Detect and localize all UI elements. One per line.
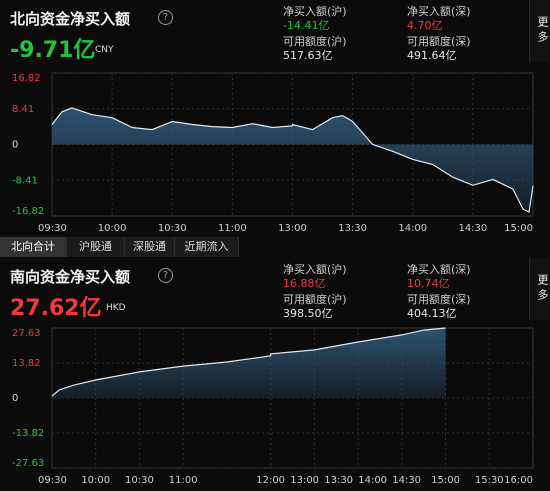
y-tick-label: -8.41	[12, 175, 38, 186]
stat-value: 16.88亿	[283, 277, 326, 290]
y-tick-label: -27.63	[12, 458, 44, 469]
x-tick-label: 14:30	[458, 223, 487, 234]
x-tick-label: 14:30	[392, 475, 421, 486]
stat-label: 可用额度(深)	[407, 35, 471, 48]
help-icon[interactable]: ?	[158, 10, 173, 25]
stat-value: 491.64亿	[407, 49, 457, 62]
stat-value: -14.41亿	[283, 19, 330, 32]
more-button[interactable]: 更多	[529, 0, 550, 62]
area-fill	[52, 328, 446, 398]
x-tick-label: 10:30	[158, 223, 187, 234]
y-tick-label: 0	[12, 140, 18, 151]
x-tick-label: 11:00	[169, 475, 198, 486]
stat-value: 404.13亿	[407, 307, 457, 320]
y-tick-label: -13.82	[12, 428, 44, 439]
chart: 16.82 8.41 0 -8.41 -16.82 09:30 10:00 10:30 11:0…	[12, 72, 534, 234]
x-tick-label: 14:00	[398, 223, 427, 234]
x-tick-label: 10:00	[98, 223, 127, 234]
area-fill	[52, 107, 533, 213]
net-value: 27.62亿	[10, 296, 102, 321]
x-tick-label: 10:30	[125, 475, 154, 486]
x-tick-label: 09:30	[38, 223, 67, 234]
y-tick-label: 13.82	[12, 358, 41, 369]
stat-label: 可用额度(沪)	[283, 293, 347, 306]
y-tick-label: 27.63	[12, 328, 41, 339]
stat-label: 可用额度(深)	[407, 293, 471, 306]
stat-label: 净买入额(深)	[407, 5, 471, 18]
stat-label: 可用额度(沪)	[283, 35, 347, 48]
panel-title: 北向资金净买入额	[10, 10, 131, 28]
x-tick-label: 12:00	[256, 475, 285, 486]
stat-value: 398.50亿	[283, 307, 333, 320]
x-tick-label: 15:00	[431, 475, 460, 486]
y-tick-label: 0	[12, 393, 18, 404]
tab[interactable]: 近期流入	[175, 237, 239, 257]
y-tick-label: 16.82	[12, 73, 41, 84]
stat-value: 4.70亿	[407, 19, 443, 32]
stat-value: 10.74亿	[407, 277, 450, 290]
y-tick-label: -16.82	[12, 206, 44, 217]
stat-label: 净买入额(沪)	[283, 263, 347, 276]
stat-label: 净买入额(深)	[407, 263, 471, 276]
x-tick-label: 13:30	[338, 223, 367, 234]
more-button[interactable]: 更多	[529, 258, 550, 320]
currency: CNY	[95, 45, 114, 55]
currency: HKD	[106, 303, 126, 313]
x-tick-label: 10:00	[81, 475, 110, 486]
chart: 27.63 13.82 0 -13.82 -27.63 09:30 10:00 10:30 11…	[12, 327, 534, 486]
x-tick-label: 13:00	[278, 223, 307, 234]
y-tick-label: 8.41	[12, 104, 34, 115]
x-tick-label: 13:00	[290, 475, 319, 486]
x-tick-label: 16:00	[504, 475, 533, 486]
x-tick-label: 14:00	[358, 475, 387, 486]
x-tick-label: 15:30	[475, 475, 504, 486]
x-tick-label: 13:30	[324, 475, 353, 486]
area-line	[51, 327, 446, 397]
stat-label: 净买入额(沪)	[283, 5, 347, 18]
net-value: -9.71亿	[10, 38, 96, 63]
tab[interactable]: 深股通	[125, 237, 175, 257]
x-tick-label: 11:00	[218, 223, 247, 234]
panel-title: 南向资金净买入额	[10, 268, 131, 286]
tab[interactable]: 北向合计	[0, 237, 67, 257]
x-tick-label: 09:30	[38, 475, 67, 486]
x-tick-label: 15:00	[504, 223, 533, 234]
tab[interactable]: 沪股通	[67, 237, 125, 257]
help-icon[interactable]: ?	[158, 268, 173, 283]
area-line	[51, 107, 534, 214]
stat-value: 517.63亿	[283, 49, 333, 62]
